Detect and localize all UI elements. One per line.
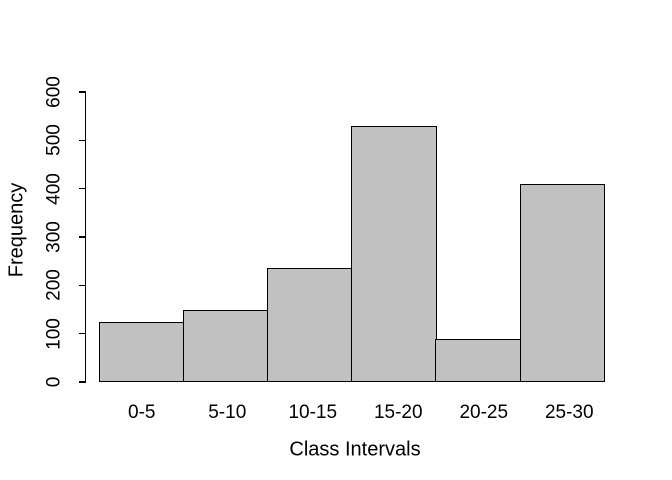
x-tick-label-20-25: 20-25 (459, 402, 509, 423)
y-tick-200 (79, 284, 86, 287)
x-tick-label-10-15: 10-15 (288, 402, 338, 423)
y-tick-label-0: 0 (43, 376, 65, 388)
y-tick-label-400: 400 (43, 172, 65, 205)
y-tick-label-600: 600 (43, 76, 65, 108)
y-tick-100 (79, 332, 86, 335)
x-tick-label-0-5: 0-5 (128, 402, 156, 423)
x-axis-title: Class Intervals (289, 438, 421, 461)
bar-25-30 (519, 183, 606, 382)
y-tick-400 (79, 187, 86, 190)
y-tick-300 (79, 236, 86, 238)
bar-20-25 (435, 338, 521, 382)
y-tick-600 (79, 91, 86, 93)
y-tick-label-300: 300 (43, 221, 65, 253)
bar-5-10 (183, 309, 269, 382)
bar-10-15 (267, 268, 353, 382)
x-tick-label-25-30: 25-30 (544, 402, 594, 423)
y-tick-label-500: 500 (43, 124, 65, 157)
y-tick-0 (79, 381, 86, 383)
bars-area (99, 92, 612, 382)
y-tick-label-200: 200 (43, 269, 65, 302)
y-tick-500 (79, 139, 86, 142)
y-tick-label-100: 100 (43, 317, 65, 350)
y-axis-title: Frequency (5, 182, 28, 278)
bar-15-20 (351, 125, 437, 382)
bar-0-5 (99, 321, 185, 382)
x-tick-label-15-20: 15-20 (373, 402, 423, 423)
x-tick-label-5-10: 5-10 (208, 402, 247, 423)
